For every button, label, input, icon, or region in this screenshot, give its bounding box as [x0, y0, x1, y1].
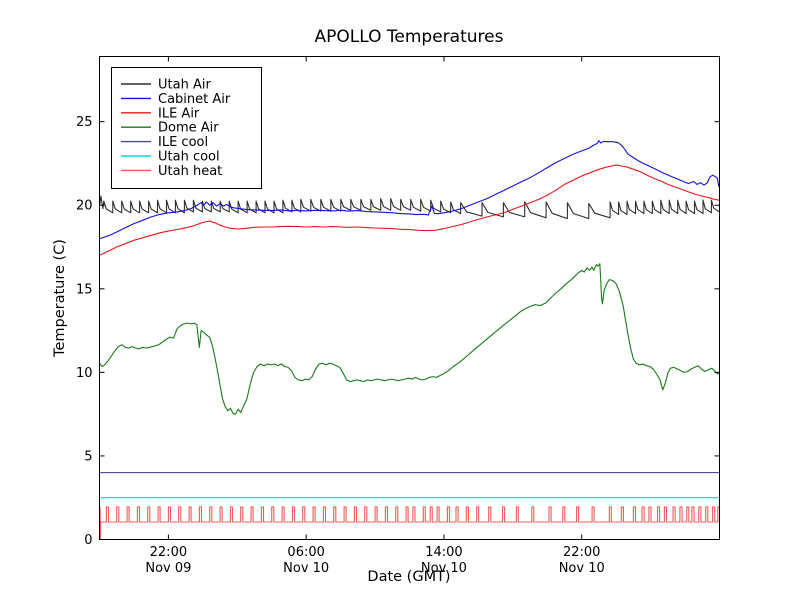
legend-label-cabinet-air: Cabinet Air: [158, 92, 231, 107]
plot-area: [99, 140, 720, 540]
series-line-utah-air: [99, 195, 720, 220]
y-tick-label: 0: [84, 533, 92, 548]
series-line-cabinet-air: [99, 140, 720, 240]
y-axis-label: Temperature (C): [52, 239, 68, 358]
legend-label-dome-air: Dome Air: [158, 121, 219, 136]
legend-label-utah-cool: Utah cool: [158, 150, 220, 165]
x-tick-label-date: Nov 09: [145, 561, 191, 576]
x-tick-label-time: 22:00: [563, 545, 600, 560]
x-tick-label-time: 22:00: [150, 545, 187, 560]
y-tick-label: 15: [76, 282, 93, 297]
series-line-utah-heat: [99, 506, 720, 540]
legend-label-ile-cool: ILE cool: [158, 135, 208, 150]
x-tick-label-date: Nov 10: [559, 561, 605, 576]
x-axis-label: Date (GMT): [367, 569, 450, 585]
x-tick-label-date: Nov 10: [283, 561, 329, 576]
x-tick-label-date: Nov 10: [421, 561, 467, 576]
y-tick-label: 25: [76, 115, 93, 130]
chart-title: APOLLO Temperatures: [315, 27, 504, 47]
x-tick-label-time: 14:00: [425, 545, 462, 560]
y-tick-label: 10: [76, 366, 93, 381]
legend-label-utah-heat: Utah heat: [158, 164, 222, 179]
y-tick-label: 20: [76, 199, 93, 214]
series-line-ile-air: [99, 164, 720, 256]
series-line-dome-air: [99, 263, 720, 415]
legend-label-utah-air: Utah Air: [158, 78, 211, 93]
plot-frame: [99, 56, 720, 540]
x-tick-label-time: 06:00: [287, 545, 324, 560]
legend-box: [111, 67, 262, 189]
legend-label-ile-air: ILE Air: [158, 106, 200, 121]
y-tick-label: 5: [84, 449, 92, 464]
